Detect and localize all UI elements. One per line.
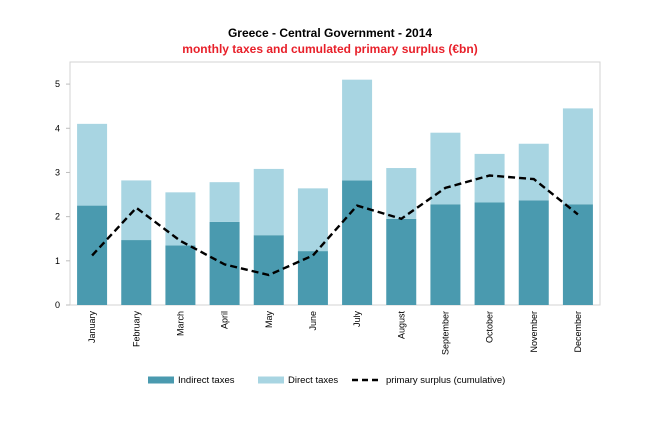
legend-swatch-direct-taxes <box>258 376 284 384</box>
legend: Indirect taxes Direct taxes primary surplu… <box>148 375 505 386</box>
bar-direct-taxes <box>253 168 284 236</box>
x-tick-label: June <box>308 311 318 331</box>
x-tick-label: March <box>175 311 185 336</box>
legend-label-primary-surplus: primary surplus (cumulative) <box>386 375 505 386</box>
bar-indirect-taxes <box>253 235 284 305</box>
bar-direct-taxes <box>342 79 373 181</box>
x-tick-label: July <box>352 311 362 328</box>
x-tick-label: October <box>485 311 495 343</box>
plot-frame <box>69 61 601 306</box>
x-tick-label: November <box>529 311 539 353</box>
chart-subtitle: monthly taxes and cumulated primary surp… <box>182 42 478 56</box>
line-group <box>91 174 579 277</box>
bar-direct-taxes <box>297 188 328 252</box>
x-tick-label: February <box>131 311 141 348</box>
y-tick-label: 0 <box>55 300 60 310</box>
y-axis: 0 1 2 3 4 5 <box>55 79 70 310</box>
bar-direct-taxes <box>121 180 152 241</box>
bar-direct-taxes <box>165 192 196 246</box>
line-primary-surplus <box>91 174 579 277</box>
bar-direct-taxes <box>77 123 108 206</box>
legend-label-indirect-taxes: Indirect taxes <box>178 375 235 386</box>
bar-direct-taxes <box>209 182 240 222</box>
x-tick-label: May <box>264 311 274 329</box>
bar-direct-taxes <box>562 108 593 205</box>
x-tick-label: December <box>573 311 583 353</box>
y-tick-label: 4 <box>55 123 60 133</box>
bar-indirect-taxes <box>297 251 328 305</box>
bar-direct-taxes <box>430 132 461 205</box>
bar-indirect-taxes <box>518 200 549 305</box>
x-axis: January February March April May June July Augu… <box>87 311 583 356</box>
bars-group <box>77 79 593 305</box>
bar-indirect-taxes <box>474 202 505 305</box>
chart-title: Greece - Central Government - 2014 <box>227 26 433 40</box>
y-tick-label: 3 <box>55 167 60 177</box>
y-tick-label: 1 <box>55 256 60 266</box>
bar-direct-taxes <box>518 143 549 201</box>
bar-indirect-taxes <box>165 245 196 305</box>
bar-indirect-taxes <box>562 204 593 305</box>
y-tick-label: 5 <box>55 79 60 89</box>
bar-indirect-taxes <box>386 218 417 305</box>
x-tick-label: April <box>220 311 230 329</box>
bar-indirect-taxes <box>121 240 152 305</box>
bar-indirect-taxes <box>342 180 373 305</box>
bar-indirect-taxes <box>430 204 461 305</box>
legend-swatch-indirect-taxes <box>148 376 174 384</box>
x-tick-label: January <box>87 311 97 344</box>
x-tick-label: September <box>440 311 450 355</box>
y-tick-label: 2 <box>55 212 60 222</box>
legend-label-direct-taxes: Direct taxes <box>288 375 338 386</box>
x-tick-label: August <box>396 311 406 340</box>
